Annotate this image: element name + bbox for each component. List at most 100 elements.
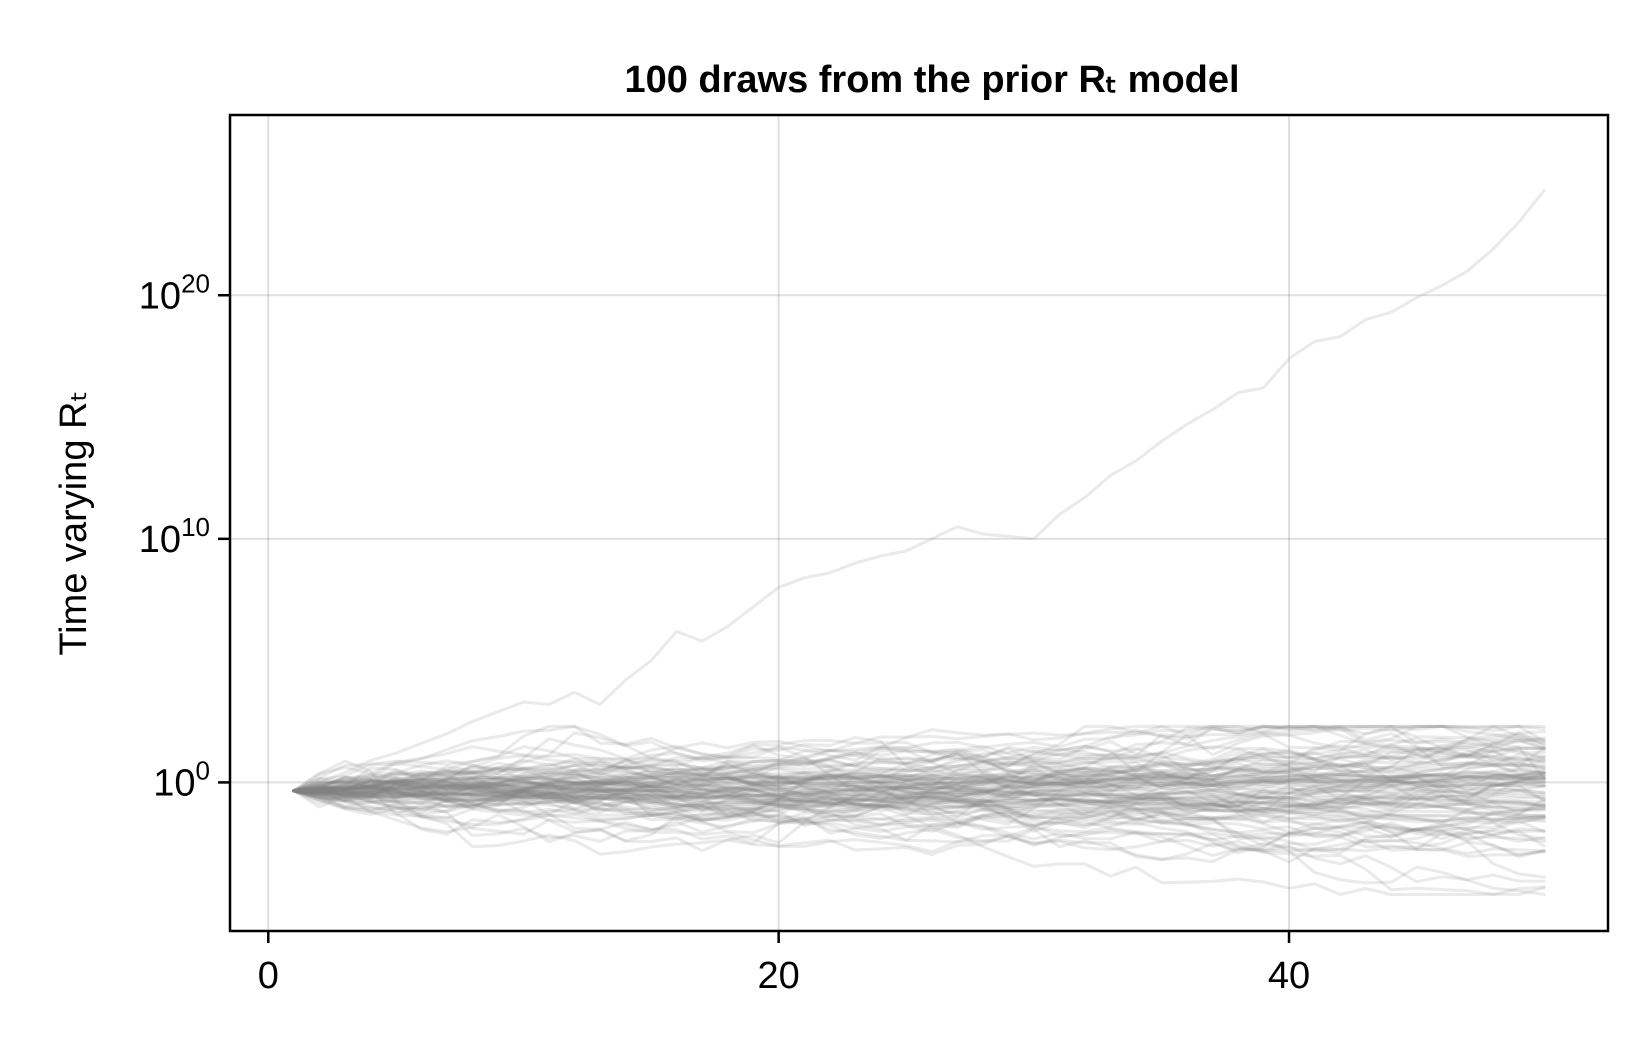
draw-line: [292, 724, 1546, 817]
draw-line: [292, 731, 1546, 793]
draw-line: [292, 762, 1546, 811]
draw-line: [292, 765, 1546, 818]
draw-line: [292, 745, 1546, 811]
draw-line: [292, 766, 1546, 826]
draw-line: [292, 759, 1546, 802]
x-tick-label: 40: [1268, 955, 1310, 997]
draw-line: [292, 787, 1546, 820]
draw-line: [292, 776, 1546, 838]
x-tick-label: 0: [258, 955, 279, 997]
draw-line: [292, 772, 1546, 821]
draw-line: [292, 737, 1546, 858]
draw-line: [292, 788, 1546, 802]
draw-line: [292, 778, 1546, 896]
draw-line: [292, 789, 1546, 834]
draw-line: [292, 762, 1546, 841]
draw-line: [292, 724, 1546, 843]
draw-line: [292, 772, 1546, 818]
draw-line: [292, 766, 1546, 793]
draw-line: [292, 724, 1546, 803]
draw-line: [292, 789, 1546, 864]
draw-line: [292, 785, 1546, 820]
draw-line: [292, 789, 1546, 812]
draw-line: [292, 724, 1546, 793]
draw-line: [292, 768, 1546, 802]
draw-line: [292, 748, 1546, 821]
draw-line: [292, 724, 1546, 844]
draw-line: [292, 772, 1546, 817]
draw-line: [292, 788, 1546, 823]
draw-line: [292, 745, 1546, 793]
draw-line: [292, 789, 1546, 856]
draw-line: [292, 789, 1546, 814]
draw-line: [292, 768, 1546, 813]
draw-line: [292, 770, 1546, 799]
draw-line: [292, 774, 1546, 841]
draw-line: [292, 787, 1546, 824]
ticks-layer: 0 20 40 100 1010 1020: [139, 268, 1310, 997]
draw-line: [292, 786, 1546, 824]
draw-line: [292, 759, 1546, 842]
draw-line: [292, 757, 1546, 794]
x-tick-label: 20: [758, 955, 800, 997]
draw-line: [292, 774, 1546, 833]
draw-line: [292, 760, 1546, 815]
draw-line: [292, 769, 1546, 823]
plot-frame: [228, 113, 1610, 933]
draw-line: [292, 777, 1546, 798]
draw-line: [292, 780, 1546, 801]
draw-line: [292, 777, 1546, 896]
draw-line: [292, 781, 1546, 811]
draw-line: [292, 779, 1546, 834]
chart-title: 100 draws from the prior Rₜ model: [624, 59, 1239, 101]
draw-line: [292, 778, 1546, 823]
draw-line: [292, 775, 1546, 831]
draw-line: [292, 724, 1546, 793]
draw-line: [292, 724, 1546, 793]
draw-line: [292, 771, 1546, 793]
draw-line: [292, 789, 1546, 815]
draw-line: [292, 724, 1546, 810]
draw-line: [292, 769, 1546, 794]
draw-line: [292, 757, 1546, 813]
draw-line: [292, 758, 1546, 794]
draw-line: [292, 776, 1546, 802]
draw-line: [292, 774, 1546, 812]
draw-line: [292, 783, 1546, 843]
draw-line: [292, 779, 1546, 856]
draw-line: [292, 771, 1546, 862]
draw-line: [292, 762, 1546, 793]
draw-line: [292, 727, 1546, 802]
draw-line: [292, 768, 1546, 809]
draw-line: [292, 748, 1546, 813]
draw-line: [292, 760, 1546, 794]
draw-line: [292, 733, 1546, 793]
draw-line: [292, 783, 1546, 804]
draw-line: [292, 767, 1546, 798]
draw-line: [292, 736, 1546, 797]
draw-line: [292, 724, 1546, 802]
draw-line: [292, 724, 1546, 806]
draw-line: [292, 755, 1546, 803]
draw-line: [292, 745, 1546, 815]
draw-line: [292, 789, 1546, 851]
draw-line: [292, 724, 1546, 793]
draw-line: [292, 754, 1546, 823]
grid-layer: [230, 115, 1608, 931]
draw-line: [292, 782, 1546, 814]
draws-layer: [292, 189, 1546, 896]
draw-line: [292, 747, 1546, 805]
y-tick-label: 100: [153, 755, 210, 804]
draw-line: [292, 749, 1546, 800]
draw-line: [292, 773, 1546, 793]
draw-line: [292, 759, 1546, 879]
draw-line: [292, 742, 1546, 794]
draw-line: [292, 781, 1546, 859]
draw-line: [292, 774, 1546, 793]
draw-line: [292, 753, 1546, 809]
draw-line: [292, 774, 1546, 817]
draw-line: [292, 731, 1546, 793]
draw-line: [292, 762, 1546, 817]
